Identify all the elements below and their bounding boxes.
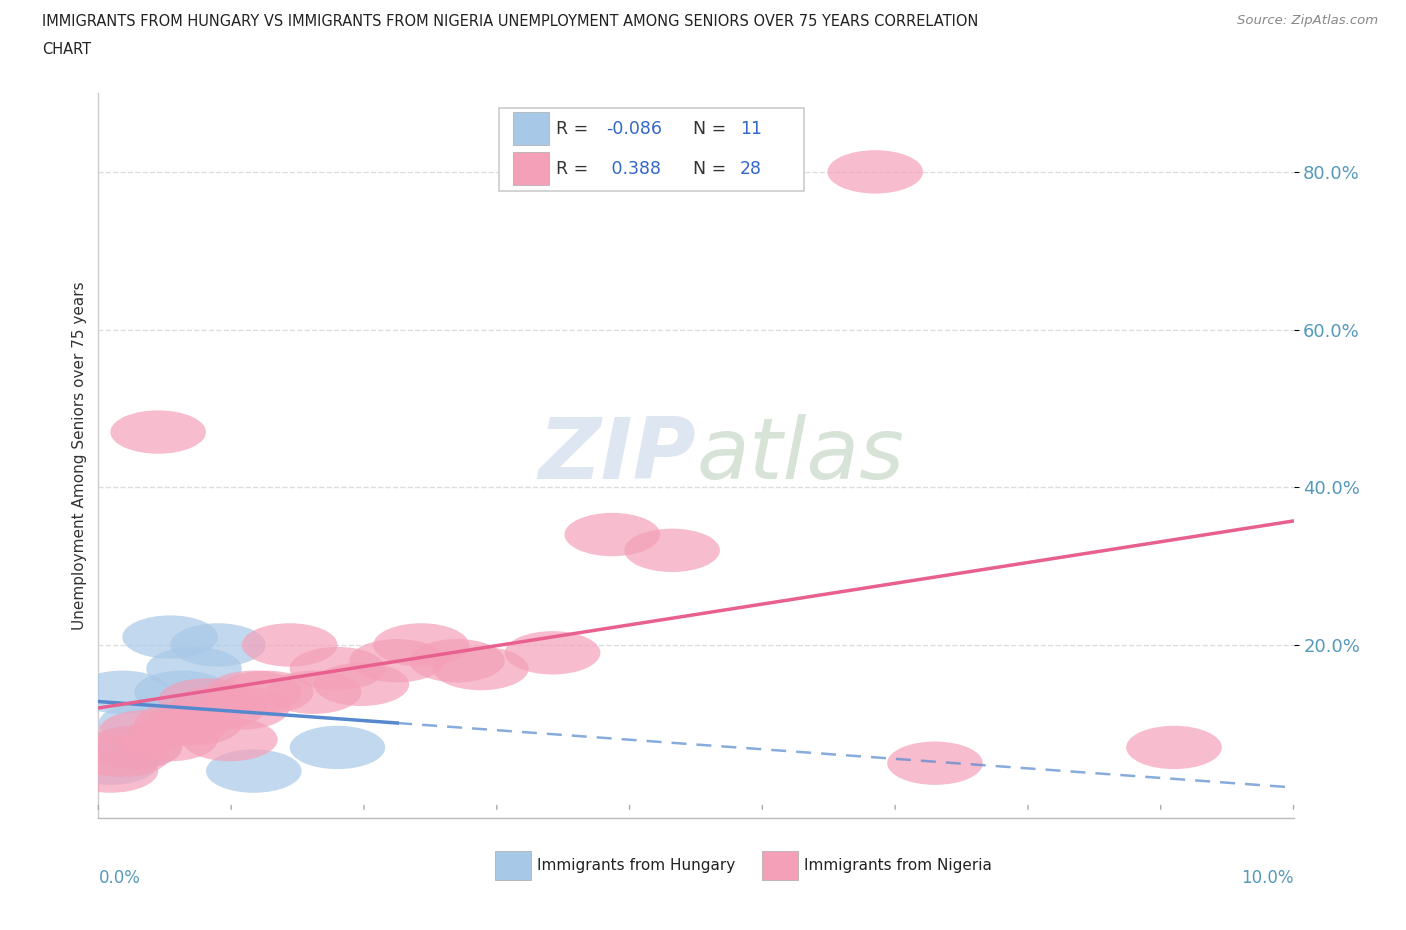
Text: 0.0%: 0.0% xyxy=(98,870,141,887)
Text: 10.0%: 10.0% xyxy=(1241,870,1294,887)
FancyBboxPatch shape xyxy=(499,108,804,191)
Ellipse shape xyxy=(146,702,242,746)
Ellipse shape xyxy=(170,686,266,730)
Ellipse shape xyxy=(122,616,218,658)
FancyBboxPatch shape xyxy=(495,851,531,880)
Ellipse shape xyxy=(75,734,170,777)
Ellipse shape xyxy=(159,679,254,722)
Text: Source: ZipAtlas.com: Source: ZipAtlas.com xyxy=(1237,14,1378,27)
Ellipse shape xyxy=(290,725,385,769)
Ellipse shape xyxy=(75,671,170,714)
Text: R =: R = xyxy=(557,160,593,179)
Text: 0.388: 0.388 xyxy=(606,160,661,179)
Text: IMMIGRANTS FROM HUNGARY VS IMMIGRANTS FROM NIGERIA UNEMPLOYMENT AMONG SENIORS OV: IMMIGRANTS FROM HUNGARY VS IMMIGRANTS FR… xyxy=(42,14,979,29)
Ellipse shape xyxy=(624,528,720,572)
Ellipse shape xyxy=(290,647,385,690)
Ellipse shape xyxy=(409,639,505,683)
Text: N =: N = xyxy=(682,160,731,179)
Ellipse shape xyxy=(63,750,159,792)
Ellipse shape xyxy=(374,623,470,667)
Ellipse shape xyxy=(63,741,159,785)
Ellipse shape xyxy=(1126,725,1222,769)
Ellipse shape xyxy=(135,702,231,746)
Ellipse shape xyxy=(159,679,254,722)
FancyBboxPatch shape xyxy=(513,113,548,145)
Ellipse shape xyxy=(111,410,207,454)
Ellipse shape xyxy=(135,671,231,714)
Text: -0.086: -0.086 xyxy=(606,120,662,139)
Ellipse shape xyxy=(170,623,266,667)
Text: R =: R = xyxy=(557,120,593,139)
Ellipse shape xyxy=(122,718,218,762)
Ellipse shape xyxy=(218,671,314,714)
Ellipse shape xyxy=(183,718,278,762)
Ellipse shape xyxy=(146,647,242,690)
Ellipse shape xyxy=(266,671,361,714)
Ellipse shape xyxy=(887,741,983,785)
Text: Immigrants from Hungary: Immigrants from Hungary xyxy=(537,858,735,873)
Text: atlas: atlas xyxy=(696,414,904,498)
Ellipse shape xyxy=(207,750,302,792)
Ellipse shape xyxy=(194,686,290,730)
Text: N =: N = xyxy=(682,120,731,139)
Ellipse shape xyxy=(207,671,302,714)
Ellipse shape xyxy=(87,725,183,769)
Y-axis label: Unemployment Among Seniors over 75 years: Unemployment Among Seniors over 75 years xyxy=(72,282,87,630)
Text: 28: 28 xyxy=(740,160,762,179)
Text: ZIP: ZIP xyxy=(538,414,696,498)
Ellipse shape xyxy=(314,663,409,706)
Text: Immigrants from Nigeria: Immigrants from Nigeria xyxy=(804,858,991,873)
FancyBboxPatch shape xyxy=(762,851,797,880)
Ellipse shape xyxy=(98,710,194,753)
FancyBboxPatch shape xyxy=(513,153,548,185)
Ellipse shape xyxy=(565,512,661,556)
Ellipse shape xyxy=(350,639,446,683)
Text: 11: 11 xyxy=(740,120,762,139)
Ellipse shape xyxy=(828,150,924,193)
Text: CHART: CHART xyxy=(42,42,91,57)
Ellipse shape xyxy=(505,631,600,674)
Ellipse shape xyxy=(433,647,529,690)
Ellipse shape xyxy=(98,702,194,746)
Ellipse shape xyxy=(242,623,337,667)
Ellipse shape xyxy=(87,725,183,769)
